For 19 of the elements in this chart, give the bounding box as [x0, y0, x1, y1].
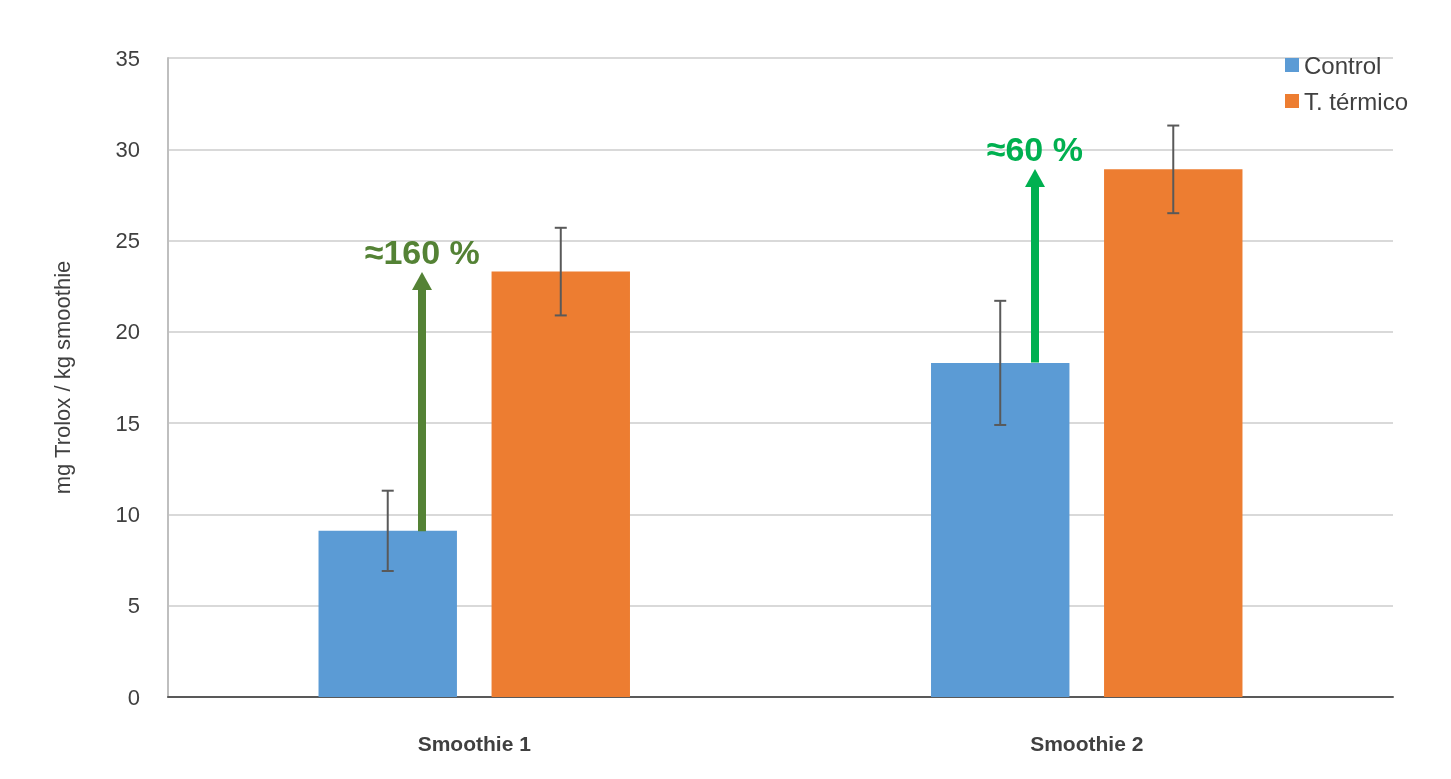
y-tick-label: 25: [115, 228, 140, 254]
bar: [491, 271, 630, 697]
y-tick-label: 5: [127, 593, 140, 619]
y-tick-label: 20: [115, 319, 140, 345]
y-tick-label: 30: [115, 136, 140, 162]
y-tick-label: 10: [115, 501, 140, 527]
bar: [931, 362, 1070, 697]
annotation: ≈160 %: [363, 231, 481, 272]
y-tick-label: 15: [115, 410, 140, 436]
legend-label: T. térmico: [1303, 87, 1408, 115]
x-tick-label: Smoothie 2: [1030, 732, 1144, 755]
bar: [1104, 169, 1243, 697]
y-axis-title: mg Trolox / kg smoothie: [49, 260, 75, 495]
bar: [318, 530, 457, 697]
x-tick-label: Smoothie 1: [417, 732, 532, 755]
annotation: ≈60 %: [985, 129, 1084, 170]
y-tick-label: 0: [127, 684, 140, 710]
legend-label: Control: [1303, 51, 1382, 79]
y-tick-label: 35: [115, 45, 140, 71]
